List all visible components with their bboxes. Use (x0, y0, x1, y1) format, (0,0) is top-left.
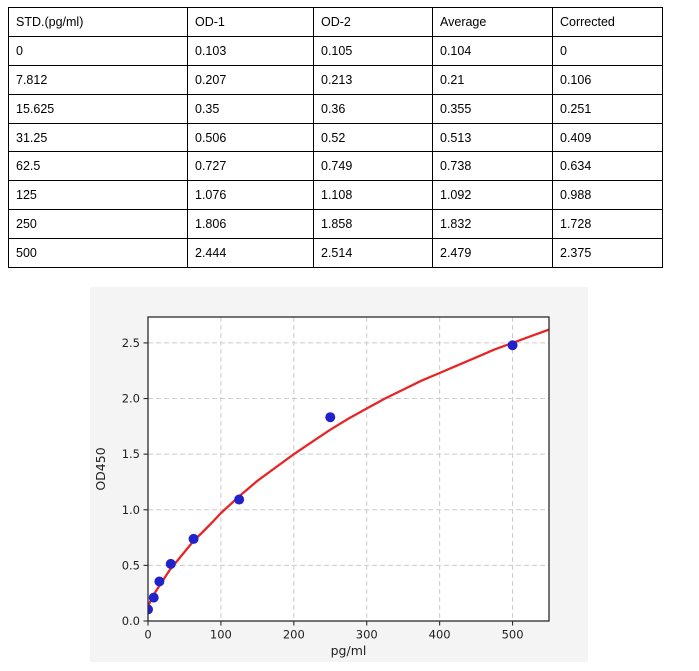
table-cell: 0 (8, 35, 188, 66)
x-tick-label: 200 (283, 628, 305, 642)
column-header: OD-2 (313, 7, 433, 37)
x-axis-label: pg/ml (331, 643, 367, 658)
table-row: 62.5 0.727 0.749 0.738 0.634 (8, 151, 663, 182)
table-cell: 0.36 (313, 93, 433, 124)
table-cell: 0.749 (313, 151, 433, 182)
y-tick-label: 1.5 (122, 447, 140, 461)
table-cell: 0.103 (187, 35, 314, 66)
y-tick-label: 2.5 (122, 336, 140, 350)
standards-table: STD.(pg/ml) OD-1 OD-2 Average Corrected 0 0.1… (8, 7, 663, 269)
table-row: 15.625 0.35 0.36 0.355 0.251 (8, 93, 663, 124)
data-point (234, 494, 245, 505)
column-header: Average (432, 7, 553, 37)
table-cell: 0.105 (313, 35, 433, 66)
table-cell: 0.251 (552, 93, 663, 124)
table-cell: 1.092 (432, 180, 553, 211)
table-cell: 62.5 (8, 151, 188, 182)
data-point (165, 558, 176, 569)
table-cell: 15.625 (8, 93, 188, 124)
table-cell: 1.858 (313, 209, 433, 240)
y-axis-label: OD450 (93, 447, 108, 490)
table-cell: 0.409 (552, 122, 663, 153)
table-cell: 250 (8, 209, 188, 240)
data-point (148, 604, 153, 615)
data-point (325, 412, 336, 423)
table-header-row: STD.(pg/ml) OD-1 OD-2 Average Corrected (8, 7, 663, 37)
data-point (148, 592, 159, 603)
table-cell: 0.104 (432, 35, 553, 66)
table-cell: 0.106 (552, 64, 663, 95)
table-cell: 31.25 (8, 122, 188, 153)
table-cell: 1.728 (552, 209, 663, 240)
table-cell: 0.988 (552, 180, 663, 211)
table-cell: 2.444 (187, 238, 314, 269)
table-cell: 2.375 (552, 238, 663, 269)
table-cell: 0.35 (187, 93, 314, 124)
y-tick-label: 2.0 (122, 392, 140, 406)
x-tick-label: 400 (429, 628, 451, 642)
table-cell: 0.727 (187, 151, 314, 182)
table-cell: 2.514 (313, 238, 433, 269)
table-row: 31.25 0.506 0.52 0.513 0.409 (8, 122, 663, 153)
table-cell: 0.506 (187, 122, 314, 153)
table-cell: 1.076 (187, 180, 314, 211)
table-cell: 0.634 (552, 151, 663, 182)
table-row: 250 1.806 1.858 1.832 1.728 (8, 209, 663, 240)
x-tick-label: 500 (502, 628, 524, 642)
x-tick-label: 0 (144, 628, 151, 642)
x-tick-label: 300 (356, 628, 378, 642)
table-cell: 0.213 (313, 64, 433, 95)
table-cell: 0.513 (432, 122, 553, 153)
plot-background (148, 317, 549, 621)
x-tick-label: 100 (210, 628, 232, 642)
table-cell: 0.21 (432, 64, 553, 95)
data-layer (148, 328, 549, 615)
table-cell: 125 (8, 180, 188, 211)
table-cell: 1.832 (432, 209, 553, 240)
y-tick-label: 0.0 (122, 614, 140, 628)
table-cell: 0.52 (313, 122, 433, 153)
table-row: 125 1.076 1.108 1.092 0.988 (8, 180, 663, 211)
table-cell: 0.355 (432, 93, 553, 124)
data-point (188, 533, 199, 544)
table-row: 500 2.444 2.514 2.479 2.375 (8, 238, 663, 269)
table-row: 7.812 0.207 0.213 0.21 0.106 (8, 64, 663, 95)
plot-border (147, 316, 550, 622)
table-cell: 7.812 (8, 64, 188, 95)
fit-curve-line (148, 328, 549, 608)
standard-curve-chart: 0 100 200 300 400 500 0.0 0.5 1.0 1.5 2.0 2.5 pg/ml O… (93, 316, 550, 658)
table-cell: 1.806 (187, 209, 314, 240)
table-row: 0 0.103 0.105 0.104 0 (8, 35, 663, 66)
table-cell: 500 (8, 238, 188, 269)
table-cell: 2.479 (432, 238, 553, 269)
column-header: OD-1 (187, 7, 314, 37)
y-tick-label: 1.0 (122, 503, 140, 517)
table-cell: 1.108 (313, 180, 433, 211)
table-cell: 0 (552, 35, 663, 66)
table-cell: 0.738 (432, 151, 553, 182)
standard-curve-figure: 0 100 200 300 400 500 0.0 0.5 1.0 1.5 2.0 2.5 pg/ml O… (90, 287, 588, 662)
y-tick-label: 0.5 (122, 558, 140, 572)
column-header: Corrected (552, 7, 663, 37)
column-header: STD.(pg/ml) (8, 7, 188, 37)
data-point (507, 340, 518, 351)
table-cell: 0.207 (187, 64, 314, 95)
data-point (154, 576, 165, 587)
